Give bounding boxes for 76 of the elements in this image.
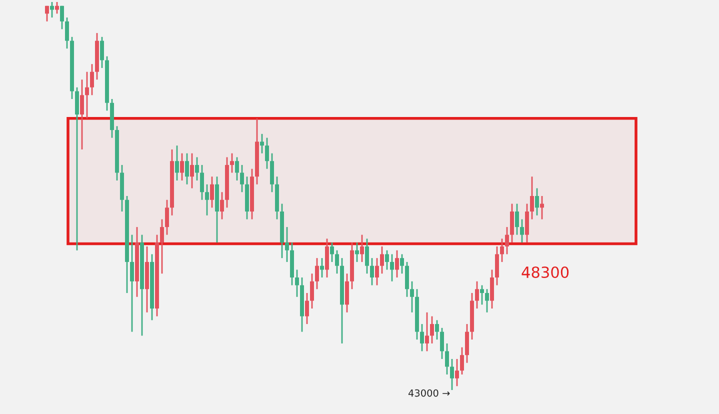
candlestick bbox=[360, 234, 364, 263]
candlestick bbox=[235, 156, 239, 182]
candlestick bbox=[335, 250, 339, 274]
candlestick bbox=[55, 2, 59, 14]
candlestick bbox=[370, 257, 374, 286]
candlestick bbox=[345, 272, 349, 314]
candlestick bbox=[65, 16, 69, 50]
candlestick bbox=[365, 238, 369, 274]
candlestick bbox=[90, 63, 94, 96]
candlestick bbox=[510, 203, 514, 244]
annotation: 43000 → bbox=[408, 389, 450, 397]
candlestick bbox=[535, 188, 539, 216]
candlestick bbox=[85, 71, 89, 120]
candlestick bbox=[265, 137, 269, 170]
candlestick bbox=[495, 246, 499, 286]
candlestick bbox=[395, 250, 399, 278]
candlestick bbox=[405, 261, 409, 298]
candlestick bbox=[175, 144, 179, 182]
candlestick bbox=[325, 238, 329, 278]
candlestick bbox=[520, 218, 524, 244]
candlestick bbox=[130, 234, 134, 332]
candlestick bbox=[500, 238, 504, 263]
candlestick bbox=[320, 257, 324, 278]
candlestick bbox=[480, 284, 484, 306]
candlestick bbox=[420, 323, 424, 352]
candlestick bbox=[270, 152, 274, 193]
candlestick bbox=[530, 176, 534, 220]
candlestick bbox=[165, 199, 169, 236]
candlestick bbox=[515, 203, 519, 236]
candlestick bbox=[205, 184, 209, 216]
candlestick bbox=[185, 152, 189, 186]
candlestick bbox=[380, 246, 384, 274]
candlestick bbox=[440, 327, 444, 360]
candlestick bbox=[315, 257, 319, 290]
candlestick bbox=[180, 152, 184, 182]
candlestick bbox=[160, 218, 164, 274]
candlestick bbox=[485, 288, 489, 314]
candlestick bbox=[460, 346, 464, 376]
candlestick bbox=[230, 152, 234, 174]
candlestick bbox=[260, 133, 264, 154]
candlestick bbox=[375, 257, 379, 286]
candlestick bbox=[475, 280, 479, 310]
candlestick bbox=[385, 250, 389, 270]
candlestick bbox=[450, 358, 454, 390]
candlestick bbox=[75, 86, 79, 252]
candlestick bbox=[240, 164, 244, 193]
candlestick bbox=[285, 226, 289, 263]
candlestick bbox=[45, 5, 49, 22]
candlestick bbox=[310, 272, 314, 310]
candlestick bbox=[355, 242, 359, 263]
candlestick bbox=[390, 254, 394, 282]
candlestick bbox=[220, 191, 224, 220]
candlestick bbox=[200, 164, 204, 201]
candlestick bbox=[400, 254, 404, 274]
candlestick bbox=[305, 292, 309, 325]
candlestick bbox=[435, 319, 439, 340]
candlestick bbox=[190, 152, 194, 189]
candlestick bbox=[210, 176, 214, 208]
candlestick bbox=[540, 195, 544, 220]
candlestick bbox=[195, 156, 199, 182]
candlestick bbox=[505, 226, 509, 255]
candlestick bbox=[80, 78, 84, 150]
candlestick bbox=[410, 280, 414, 314]
candlestick bbox=[490, 269, 494, 310]
candlestick bbox=[465, 323, 469, 364]
candlestick bbox=[50, 2, 54, 18]
candlestick bbox=[60, 5, 64, 30]
candlestick bbox=[525, 203, 529, 244]
candlestick bbox=[445, 342, 449, 376]
annotation: 48300 bbox=[522, 266, 569, 278]
candlestick bbox=[295, 269, 299, 298]
candlestick bbox=[100, 36, 104, 69]
candlestick bbox=[425, 312, 429, 352]
candlestick bbox=[455, 358, 459, 387]
candlestick bbox=[430, 316, 434, 344]
candlestick bbox=[330, 242, 334, 263]
